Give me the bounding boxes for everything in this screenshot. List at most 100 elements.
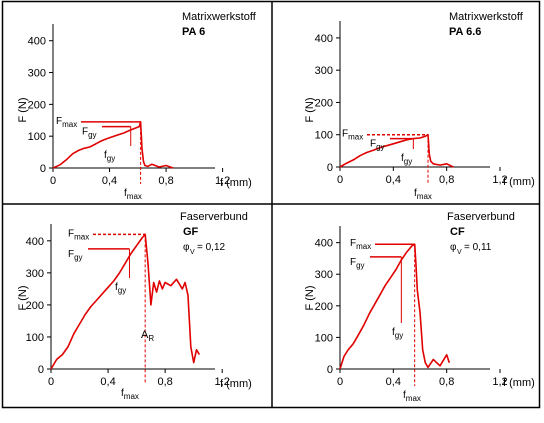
panel-material: CF [450, 226, 465, 238]
y-tick-label: 0 [327, 162, 333, 174]
panel-material: PA 6.6 [449, 26, 481, 38]
panel-cf: Faserverbund CF φ V = 0,11 f (mm) F (N) … [304, 211, 535, 403]
x-tick-label: 0,4 [100, 376, 115, 388]
y-tick-label: 300 [315, 65, 333, 77]
x-tick-label: 0 [337, 174, 343, 186]
fmax-axis-label: fmax [414, 188, 432, 201]
force-curve [50, 233, 201, 370]
y-tick-label: 100 [26, 332, 44, 344]
fiber-fraction-value: = 0,12 [197, 242, 226, 253]
y-tick-label: 200 [28, 99, 46, 111]
y-tick-label: 100 [28, 131, 46, 143]
fgy-label: Fgy [350, 257, 365, 270]
force-curve [339, 243, 451, 370]
fmax-label: Fmax [56, 116, 77, 129]
y-tick-label: 200 [315, 97, 333, 109]
annotations: Fmax Fgy fgy fmax [342, 129, 432, 201]
annotations: Fmax Fgy fgy fmax [350, 238, 421, 403]
x-axis-label: f (mm) [220, 177, 252, 189]
x-tick-label: 0,4 [386, 376, 401, 388]
y-tick-label: 400 [315, 33, 333, 45]
panel-gf: Faserverbund GF φ V = 0,12 f (mm) F (N) … [17, 211, 252, 401]
panel-material: GF [183, 226, 199, 238]
fracture-area-label: AR [141, 329, 154, 343]
fmax-axis-label: fmax [403, 390, 421, 403]
x-tick-label: 1,2 [215, 376, 230, 388]
axes [49, 24, 224, 172]
fmax-label: Fmax [68, 228, 89, 241]
x-tick-label: 0,4 [102, 175, 117, 187]
fgy-label: Fgy [370, 139, 385, 152]
fgy-axis-label: fgy [401, 153, 412, 166]
tick-labels: 0 100 200 300 400 0 0,4 0,8 1,2 [315, 238, 508, 388]
fmax-label: Fmax [342, 129, 363, 142]
fgy-label: Fgy [82, 127, 97, 140]
fiber-fraction: φ V = 0,12 [183, 242, 226, 256]
axes [47, 224, 223, 373]
x-axis-label: f (mm) [503, 176, 535, 188]
panel-pa6: Matrixwerkstoff PA 6 f (mm) F (N) 0 100 20… [17, 11, 257, 201]
y-tick-label: 0 [38, 364, 44, 376]
y-tick-label: 100 [315, 130, 333, 142]
fiber-fraction-sub: V [190, 249, 195, 256]
y-axis-label: F (N) [17, 285, 29, 310]
fiber-fraction: φ V = 0,11 [450, 242, 492, 256]
x-tick-label: 0 [337, 376, 343, 388]
x-tick-label: 0,8 [439, 174, 454, 186]
fgy-axis-label: fgy [104, 150, 115, 163]
y-tick-label: 100 [315, 332, 333, 344]
force-curve [52, 121, 174, 169]
fiber-fraction-sub: V [457, 249, 462, 256]
fiber-fraction-symbol: φ [450, 242, 457, 253]
x-axis-label: f (mm) [220, 378, 252, 390]
y-tick-label: 400 [26, 236, 44, 248]
x-tick-label: 0 [50, 175, 56, 187]
y-tick-label: 400 [315, 238, 333, 250]
fmax-axis-label: fmax [121, 388, 139, 401]
tick-labels: 0 100 200 300 400 0 0,4 0,8 1,2 [315, 33, 508, 186]
x-tick-label: 0,8 [158, 175, 173, 187]
fiber-fraction-symbol: φ [183, 242, 190, 253]
y-tick-label: 0 [40, 163, 46, 175]
axes [336, 226, 501, 373]
x-tick-label: 0,4 [386, 174, 401, 186]
series-line [52, 121, 174, 169]
x-tick-label: 0 [48, 376, 54, 388]
y-tick-label: 300 [28, 68, 46, 80]
x-tick-label: 1,2 [492, 174, 507, 186]
tick-labels: 0 100 200 300 400 0 0,4 0,8 1,2 [26, 236, 230, 388]
annotations: Fmax Fgy fgy fmax AR [68, 228, 154, 401]
fmax-label: Fmax [350, 238, 371, 251]
force-curve [339, 133, 454, 168]
panel-header: Faserverbund [447, 211, 515, 223]
x-tick-label: 0,8 [439, 376, 454, 388]
panel-pa66: Matrixwerkstoff PA 6.6 f (mm) F (N) 0 100… [304, 11, 535, 201]
series-line [339, 243, 451, 370]
x-axis-label: f (mm) [503, 377, 535, 389]
y-tick-label: 0 [327, 364, 333, 376]
y-tick-label: 400 [28, 36, 46, 48]
tick-labels: 0 100 200 300 400 0 0,4 0,8 1,2 [28, 36, 231, 187]
y-tick-label: 200 [315, 301, 333, 313]
fiber-fraction-value: = 0,11 [464, 242, 492, 253]
axes [336, 21, 501, 171]
y-axis-label: F (N) [17, 97, 29, 122]
fgy-label: Fgy [68, 249, 83, 262]
x-tick-label: 1,2 [215, 175, 230, 187]
series-line [50, 233, 201, 370]
panel-header: Matrixwerkstoff [182, 11, 257, 23]
panel-header: Faserverbund [180, 211, 248, 223]
fgy-axis-label: fgy [392, 327, 403, 340]
y-tick-label: 300 [26, 268, 44, 280]
fmax-axis-label: fmax [124, 188, 142, 201]
panel-material: PA 6 [182, 26, 205, 38]
y-tick-label: 300 [315, 269, 333, 281]
panel-header: Matrixwerkstoff [449, 11, 524, 23]
series-line [339, 133, 454, 168]
y-axis-label: F (N) [304, 97, 316, 122]
fgy-axis-label: fgy [115, 282, 126, 295]
x-tick-label: 0,8 [157, 376, 172, 388]
